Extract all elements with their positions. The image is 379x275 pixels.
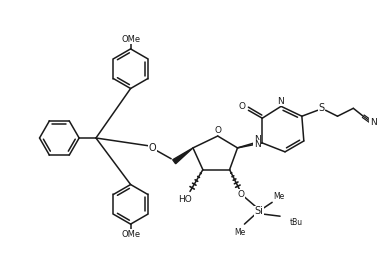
Text: N: N (254, 136, 261, 144)
Text: tBu: tBu (290, 218, 303, 227)
Text: Me: Me (274, 192, 285, 201)
Text: Si: Si (255, 206, 264, 216)
Text: O: O (214, 126, 221, 134)
Text: N: N (370, 118, 376, 127)
Text: OMe: OMe (121, 34, 140, 43)
Text: S: S (319, 103, 325, 113)
Text: Me: Me (234, 227, 245, 236)
Text: N: N (277, 97, 283, 106)
Text: N: N (254, 141, 261, 149)
Text: O: O (238, 190, 245, 199)
Text: O: O (149, 143, 156, 153)
Text: O: O (239, 102, 246, 111)
Text: OMe: OMe (121, 230, 140, 238)
Text: HO: HO (178, 195, 192, 204)
Polygon shape (173, 148, 193, 164)
